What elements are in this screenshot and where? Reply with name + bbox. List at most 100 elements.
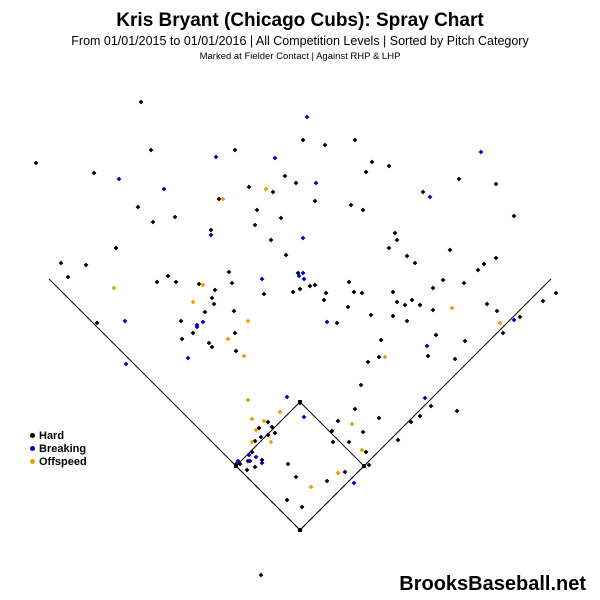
point-hard [376,415,382,421]
point-hard [324,478,330,484]
point-hard [65,274,71,280]
point-hard [172,214,178,220]
legend-swatch-breaking [30,446,35,451]
point-hard [179,336,185,342]
point-hard [345,304,351,310]
point-hard [342,469,348,475]
point-hard [268,237,274,243]
point-hard [394,237,400,243]
point-hard [394,299,400,305]
point-offspeed [245,397,251,403]
point-breaking [161,186,167,192]
point-hard [417,302,423,308]
point-hard [233,348,239,354]
point-offspeed [245,318,251,324]
chart-note: Marked at Fielder Contact | Against RHP … [199,51,401,62]
point-hard [246,184,252,190]
point-hard [378,337,384,343]
point-offspeed [308,484,314,490]
point-hard [148,147,154,153]
point-hard [293,180,299,186]
point-hard [299,504,305,510]
point-hard [412,260,418,266]
point-hard [390,289,396,295]
point-breaking [259,276,265,282]
point-hard [297,527,303,533]
point-hard [293,474,299,480]
point-hard [312,282,318,288]
point-hard [420,189,426,195]
point-offspeed [261,418,267,424]
point-hard [408,419,414,425]
point-hard [323,290,329,296]
point-hard [295,270,301,276]
point-hard [154,279,160,285]
point-hard [360,429,366,435]
point-hard [369,159,375,165]
point-hard [346,439,352,445]
point-hard [404,318,410,324]
point-hard [363,169,369,175]
point-hard [363,449,369,455]
point-offspeed [200,282,206,288]
point-hard [329,428,335,434]
point-offspeed [190,299,196,305]
point-offspeed [349,421,355,427]
point-hard [433,332,439,338]
point-hard [402,302,408,308]
point-breaking [213,154,219,160]
point-hard [322,142,328,148]
point-hard [135,204,141,210]
point-hard [270,189,276,195]
point-hard [285,461,291,467]
point-breaking [123,361,129,367]
point-breaking [300,270,306,276]
point-hard [232,147,238,153]
point-offspeed [241,353,247,359]
point-breaking [300,235,306,241]
point-hard [209,344,215,350]
point-hard [351,289,357,295]
point-breaking [424,343,430,349]
point-breaking [324,319,330,325]
batted-ball-points [33,99,559,578]
point-hard [359,290,365,296]
legend-label-breaking: Breaking [39,442,87,455]
point-hard [233,461,239,467]
point-breaking [478,149,484,155]
legend-label-offspeed: Offspeed [39,455,87,468]
point-hard [58,260,64,266]
point-hard [83,262,89,268]
watermark: BrooksBaseball.net [399,573,586,595]
point-offspeed [268,439,274,445]
point-hard [321,297,327,303]
point-hard [196,281,202,287]
point-hard [252,464,258,470]
point-hard [404,253,410,259]
point-breaking [185,355,191,361]
point-hard [256,425,262,431]
point-breaking [194,324,200,330]
point-hard [150,219,156,225]
point-breaking [253,454,259,460]
point-hard [540,298,546,304]
point-hard [409,297,415,303]
point-hard [284,497,290,503]
point-hard [366,462,372,468]
point-hard [392,230,398,236]
point-hard [231,308,237,314]
point-hard [494,308,500,314]
point-hard [481,261,487,267]
point-breaking [122,318,128,324]
point-hard [113,245,119,251]
point-breaking [301,276,307,282]
point-hard [456,176,462,182]
point-breaking [427,194,433,200]
point-breaking [272,155,278,161]
point-hard [346,279,352,285]
point-hard [511,213,517,219]
point-hard [259,457,265,463]
point-breaking [351,480,357,486]
